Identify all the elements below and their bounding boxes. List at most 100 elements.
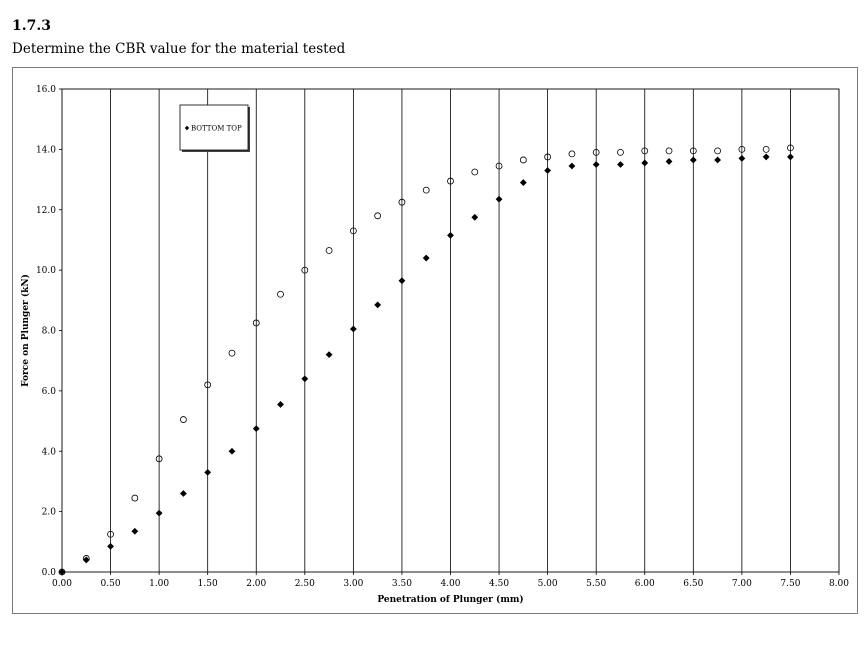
bottom-point bbox=[301, 375, 309, 383]
y-tick-label: 8.0 bbox=[42, 327, 57, 337]
top-point bbox=[349, 227, 357, 235]
top-point bbox=[228, 349, 236, 357]
bottom-point bbox=[714, 156, 721, 164]
bottom-point bbox=[325, 351, 333, 359]
bottom-point bbox=[641, 159, 649, 167]
bottom-point bbox=[787, 153, 794, 161]
top-point bbox=[155, 455, 163, 463]
bottom-point bbox=[180, 490, 187, 497]
legend-text: BOTTOM TOP bbox=[191, 125, 242, 133]
x-tick-label: 0.50 bbox=[101, 579, 121, 589]
y-tick-label: 10.0 bbox=[36, 266, 56, 276]
bottom-point bbox=[155, 509, 163, 517]
top-point bbox=[787, 144, 794, 152]
bottom-point bbox=[349, 325, 357, 333]
bottom-point bbox=[374, 301, 382, 309]
bottom-point bbox=[471, 213, 479, 221]
top-point bbox=[252, 319, 260, 327]
x-tick-label: 2.50 bbox=[295, 579, 315, 589]
x-tick-labels: 0.00 0.50 1.00 1.50 2.00 2.50 3.00 3.50 4.00 4.50… bbox=[52, 579, 849, 589]
top-point bbox=[58, 568, 66, 576]
x-axis-title: Penetration of Plunger (mm) bbox=[377, 594, 523, 605]
x-tick-label: 3.50 bbox=[392, 579, 412, 589]
bottom-point bbox=[252, 425, 260, 433]
series-top bbox=[58, 144, 794, 576]
top-point bbox=[738, 145, 746, 153]
y-axis-title: Force on Plunger (kN) bbox=[20, 274, 31, 387]
top-point bbox=[180, 416, 187, 423]
bottom-point bbox=[82, 556, 90, 564]
top-point bbox=[762, 145, 770, 153]
x-tick-label: 4.50 bbox=[489, 579, 509, 589]
cbr-scatter-chart: 0.00 0.50 1.00 1.50 2.00 2.50 3.00 3.50 4.00 4.50… bbox=[20, 85, 849, 605]
x-tick-label: 0.00 bbox=[52, 579, 72, 589]
top-point bbox=[82, 555, 90, 562]
bottom-point bbox=[519, 179, 527, 186]
x-tick-label: 1.00 bbox=[149, 579, 169, 589]
bottom-point bbox=[447, 232, 454, 239]
y-tick-label: 16.0 bbox=[36, 85, 56, 95]
x-tick-label: 6.50 bbox=[683, 579, 703, 589]
legend-box bbox=[179, 104, 249, 151]
bottom-point bbox=[495, 195, 503, 203]
bottom-point bbox=[762, 153, 770, 161]
top-point bbox=[277, 290, 284, 298]
y-tick-label: 4.0 bbox=[42, 447, 57, 457]
data-points bbox=[58, 144, 794, 576]
bottom-point bbox=[422, 254, 430, 262]
bottom-point bbox=[689, 156, 697, 164]
top-point bbox=[714, 147, 721, 155]
bottom-point bbox=[738, 155, 746, 162]
top-point bbox=[617, 148, 624, 156]
top-point bbox=[471, 168, 479, 176]
top-point bbox=[398, 198, 406, 206]
top-point bbox=[301, 266, 309, 274]
chart-frame: 0.00 0.50 1.00 1.50 2.00 2.50 3.00 3.50 4.00 4.50… bbox=[12, 67, 858, 614]
bottom-point bbox=[398, 277, 406, 285]
y-tick-label: 2.0 bbox=[42, 508, 57, 518]
x-tick-label: 7.50 bbox=[780, 579, 800, 589]
top-point bbox=[131, 494, 139, 502]
x-tick-label: 7.00 bbox=[732, 579, 752, 589]
top-point bbox=[447, 177, 454, 185]
top-point bbox=[422, 186, 430, 194]
bottom-point bbox=[568, 162, 576, 170]
bottom-point bbox=[228, 447, 236, 455]
top-point bbox=[519, 156, 527, 164]
bottom-point bbox=[107, 542, 114, 550]
section-number: 1.7.3 bbox=[12, 18, 51, 34]
bottom-point bbox=[617, 161, 624, 168]
top-point bbox=[665, 147, 673, 155]
vertical-gridlines bbox=[110, 89, 791, 572]
x-tick-label: 5.50 bbox=[586, 579, 606, 589]
top-point bbox=[107, 530, 114, 538]
bottom-point bbox=[665, 158, 673, 165]
top-point bbox=[325, 247, 333, 254]
y-tick-label: 6.0 bbox=[42, 387, 57, 397]
top-point bbox=[204, 381, 212, 389]
legend: BOTTOM TOP bbox=[179, 104, 250, 152]
x-tick-label: 6.00 bbox=[635, 579, 655, 589]
question-text: Determine the CBR value for the material… bbox=[12, 41, 346, 57]
bottom-point bbox=[277, 401, 284, 408]
top-point bbox=[495, 162, 503, 170]
x-tick-label: 4.00 bbox=[440, 579, 460, 589]
axes bbox=[59, 88, 840, 575]
top-point bbox=[374, 212, 382, 220]
bottom-point bbox=[592, 161, 600, 168]
legend-bottom-marker bbox=[184, 125, 190, 131]
bottom-point bbox=[131, 527, 139, 535]
y-tick-label: 12.0 bbox=[36, 206, 56, 216]
bottom-point bbox=[204, 468, 212, 476]
y-tick-label: 14.0 bbox=[36, 145, 56, 155]
bottom-point bbox=[544, 167, 552, 174]
bottom-point bbox=[58, 568, 66, 576]
series-bottom bbox=[58, 153, 794, 576]
x-tick-label: 1.50 bbox=[198, 579, 218, 589]
top-point bbox=[592, 148, 600, 156]
y-tick-label: 0.0 bbox=[42, 568, 57, 578]
top-point bbox=[568, 150, 576, 158]
y-tick-labels: 0.0 2.0 4.0 6.0 8.0 10.0 12.0 14.0 16.0 bbox=[36, 85, 56, 578]
x-tick-label: 5.00 bbox=[538, 579, 558, 589]
x-tick-label: 3.00 bbox=[343, 579, 363, 589]
